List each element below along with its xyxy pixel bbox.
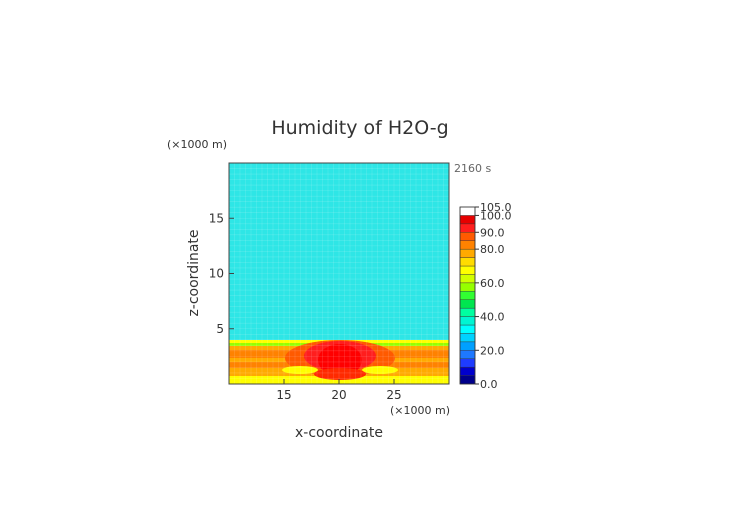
- colorbar-swatch: [459, 265, 476, 275]
- colorbar-swatch: [459, 215, 476, 225]
- colorbar-swatch: [459, 257, 476, 267]
- y-axis-ticks: 5 10 15: [209, 211, 234, 336]
- y-tick-label: 10: [209, 267, 224, 281]
- colorbar-swatch: [459, 248, 476, 258]
- chart-title: Humidity of H2O-g: [271, 117, 448, 139]
- colorbar-swatch: [459, 316, 476, 326]
- y-tick-label: 15: [209, 211, 224, 225]
- grid-lines: [229, 163, 449, 384]
- yellow-patch-right: [362, 366, 398, 374]
- colorbar-swatch: [459, 240, 476, 250]
- colorbar-label: 20.0: [480, 344, 505, 357]
- colorbar-frame: [459, 206, 476, 385]
- z-unit-label: (×1000 m): [167, 138, 227, 151]
- colorbar-swatch: [459, 324, 476, 334]
- colorbar-swatch: [459, 291, 476, 300]
- colorbar-swatch: [459, 282, 476, 292]
- y-tick-label: 5: [216, 322, 224, 336]
- colorbar-label: 80.0: [480, 243, 505, 256]
- colorbar-swatch: [459, 350, 476, 359]
- colorbar-swatch: [459, 333, 476, 343]
- time-label: 2160 s: [454, 162, 491, 175]
- x-tick-label: 20: [331, 388, 346, 402]
- colorbar-swatch: [459, 366, 476, 376]
- x-axis-ticks: 15 20 25: [276, 379, 402, 402]
- colorbar-swatch: [459, 358, 476, 368]
- colorbar-swatch: [459, 307, 476, 317]
- colorbar-swatch: [459, 223, 476, 233]
- colorbar-swatch: [459, 274, 476, 284]
- colorbar-swatch: [459, 206, 476, 216]
- yellow-patch-left: [282, 366, 318, 374]
- colorbar-swatch: [459, 375, 476, 385]
- x-axis-label: x-coordinate: [295, 425, 383, 441]
- core-base: [314, 368, 366, 380]
- x-tick-label: 15: [276, 388, 291, 402]
- core-inner: [318, 344, 362, 376]
- colorbar-label: 40.0: [480, 311, 505, 324]
- colorbar-label: 100.0: [480, 209, 512, 222]
- colorbar-swatch: [459, 341, 476, 351]
- colorbar-label: 105.0: [480, 201, 512, 214]
- x-unit-label: (×1000 m): [390, 404, 450, 417]
- colorbar-label: 90.0: [480, 226, 505, 239]
- plot-area: [228, 162, 450, 385]
- y-axis-label: z-coordinate: [186, 229, 202, 316]
- colorbar-swatch: [459, 232, 476, 241]
- x-tick-label: 25: [386, 388, 401, 402]
- colorbar-label: 60.0: [480, 277, 505, 290]
- colorbar-swatch: [459, 299, 476, 309]
- colorbar-label: 0.0: [480, 378, 498, 391]
